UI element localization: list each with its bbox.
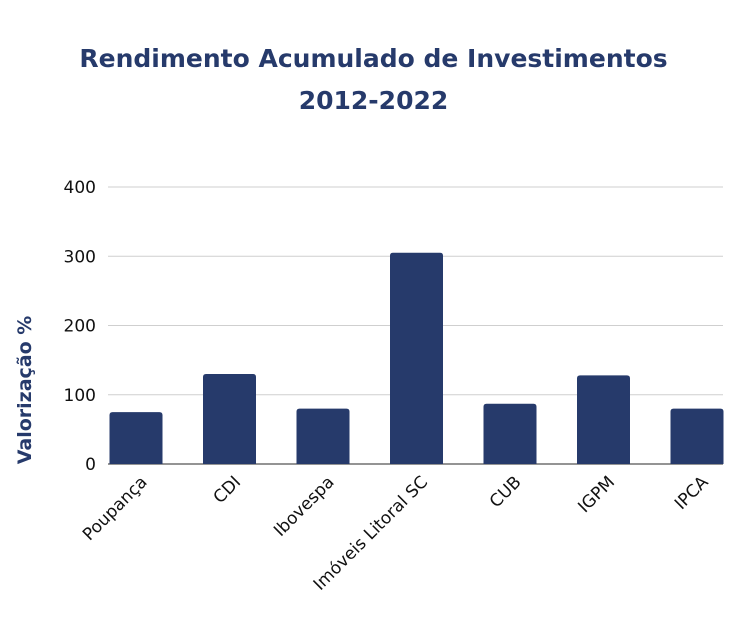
x-tick-label: CUB	[486, 472, 526, 512]
bar	[296, 408, 350, 464]
x-tick-label: IPCA	[671, 472, 713, 514]
bar	[203, 373, 256, 464]
y-tick-label: 100	[64, 386, 96, 406]
y-tick-labels: 0 100 200 300 400	[64, 178, 96, 475]
bar	[670, 408, 724, 464]
y-axis-label: Valorização %	[14, 316, 36, 465]
bar	[109, 412, 163, 464]
bar	[390, 252, 443, 464]
y-tick-label: 300	[64, 247, 96, 267]
chart-subtitle: 2012-2022	[298, 86, 449, 115]
y-tick-label: 0	[85, 455, 96, 475]
bars	[109, 252, 724, 464]
x-tick-label: IGPM	[574, 472, 619, 517]
bar	[577, 375, 630, 464]
x-tick-label: Poupança	[79, 472, 152, 545]
y-tick-label: 400	[64, 178, 96, 198]
bar	[483, 403, 537, 464]
x-tick-label: CDI	[210, 472, 245, 507]
y-tick-label: 200	[64, 317, 96, 337]
chart-title: Rendimento Acumulado de Investimentos	[79, 44, 668, 73]
x-tick-label: Ibovespa	[270, 472, 338, 540]
